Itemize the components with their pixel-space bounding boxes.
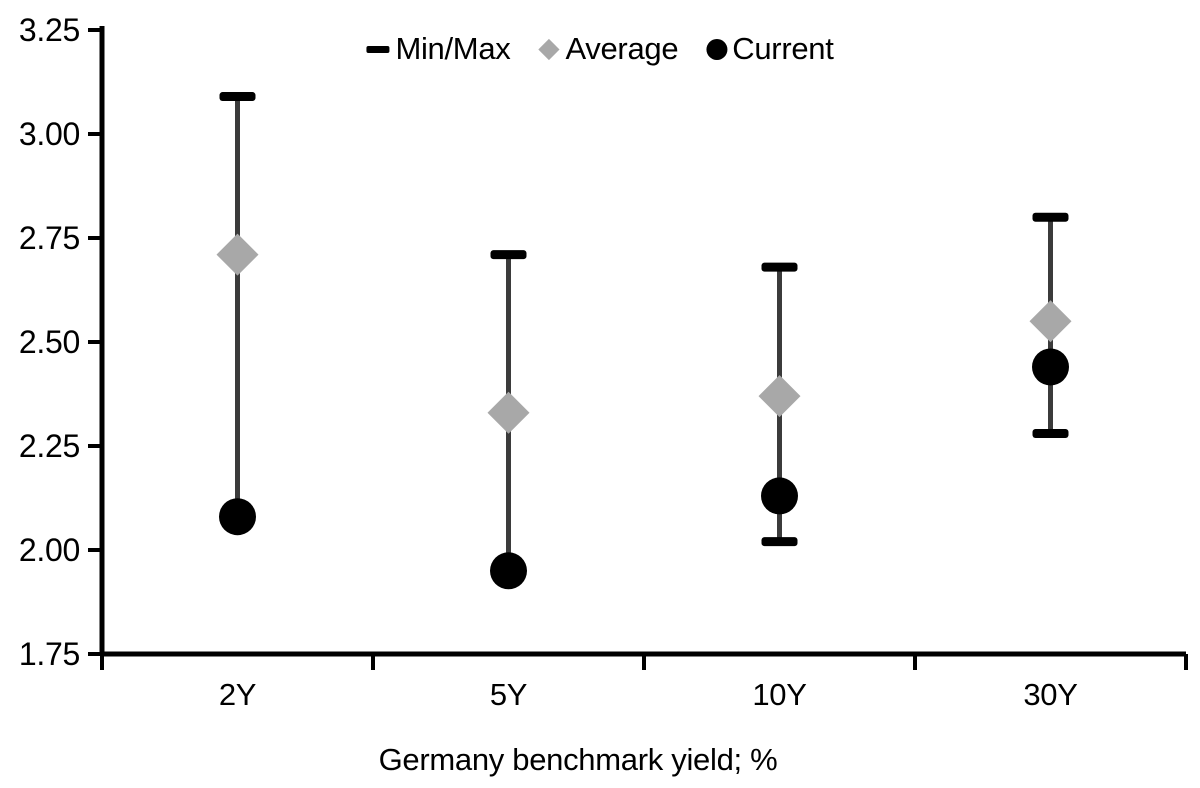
- average-diamond: [487, 391, 530, 434]
- legend-label-average: Average: [565, 31, 679, 66]
- legend: Min/Max Average Current: [366, 31, 834, 67]
- y-axis-tick-label: 2.50: [19, 324, 80, 360]
- current-dot: [219, 498, 256, 536]
- min-cap: [1032, 429, 1069, 439]
- current-dot-icon: [706, 38, 728, 60]
- x-axis-category-label: 2Y: [219, 677, 256, 712]
- average-diamond: [216, 233, 259, 276]
- legend-label-current: Current: [732, 31, 834, 66]
- average-diamond: [1029, 300, 1072, 343]
- average-diamond-icon: [538, 38, 560, 60]
- max-cap: [219, 92, 256, 102]
- legend-label-minmax: Min/Max: [395, 31, 511, 66]
- y-axis-tick-label: 2.75: [19, 220, 80, 256]
- min-cap: [761, 537, 798, 547]
- y-axis-tick-label: 2.00: [19, 532, 80, 568]
- average-diamond: [758, 375, 801, 418]
- minmax-cap-icon: [366, 45, 390, 53]
- y-axis-tick-label: 1.75: [19, 636, 80, 672]
- y-axis-tick-label: 2.25: [19, 428, 80, 464]
- x-axis-category-label: 10Y: [752, 677, 806, 712]
- x-axis-category-label: 30Y: [1023, 677, 1077, 712]
- legend-item-minmax: Min/Max: [366, 31, 511, 67]
- legend-item-current: Current: [706, 31, 834, 67]
- max-cap: [761, 262, 798, 272]
- x-axis-category-label: 5Y: [490, 677, 527, 712]
- current-dot: [1032, 348, 1069, 386]
- max-cap: [1032, 212, 1069, 222]
- current-dot: [490, 552, 527, 590]
- y-axis-tick-label: 3.25: [19, 12, 80, 48]
- legend-item-average: Average: [538, 31, 679, 67]
- x-axis-title: Germany benchmark yield; %: [378, 742, 778, 777]
- current-dot: [761, 477, 798, 515]
- y-axis-tick-label: 3.00: [19, 116, 80, 152]
- max-cap: [490, 250, 527, 260]
